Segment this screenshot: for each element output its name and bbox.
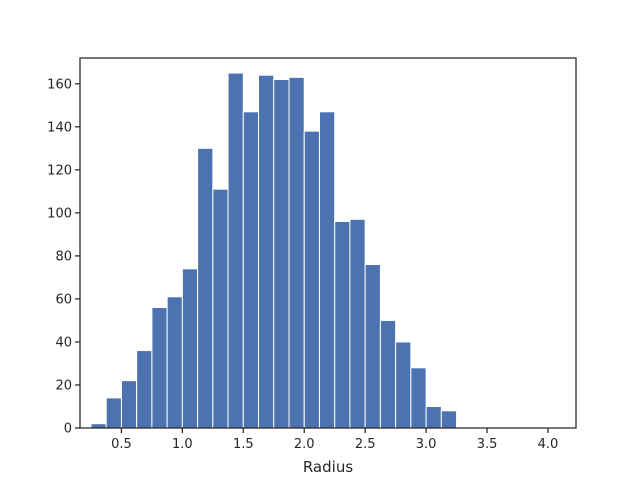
histogram-bar — [411, 368, 426, 428]
y-tick-label: 100 — [47, 206, 72, 221]
histogram-bar — [182, 269, 197, 428]
histogram-bar — [289, 77, 304, 428]
y-tick-label: 60 — [55, 292, 72, 307]
histogram-bar — [167, 297, 182, 428]
y-tick-label: 0 — [64, 422, 72, 437]
x-tick-label: 4.0 — [538, 437, 559, 452]
histogram-bar — [198, 148, 213, 428]
y-tick-label: 80 — [55, 249, 72, 264]
histogram-bar — [259, 75, 274, 428]
x-tick-label: 2.0 — [294, 437, 315, 452]
histogram-bar — [91, 424, 106, 428]
histogram-bar — [426, 406, 441, 428]
histogram-bar — [365, 265, 380, 428]
histogram-bar — [121, 381, 136, 428]
histogram-bar — [213, 189, 228, 428]
histogram-bar — [350, 219, 365, 428]
y-tick-label: 40 — [55, 335, 72, 350]
histogram-bar — [396, 342, 411, 428]
histogram-bar — [319, 112, 334, 428]
histogram-bar — [106, 398, 121, 428]
histogram-bar — [304, 131, 319, 428]
x-tick-label: 1.0 — [172, 437, 193, 452]
histogram-bar — [380, 320, 395, 428]
histogram-bar — [228, 73, 243, 428]
y-tick-label: 120 — [47, 163, 72, 178]
x-ticks-group: 0.5 1.0 1.5 2.0 2.5 3.0 3.5 4.0 — [111, 428, 558, 452]
x-tick-label: 3.5 — [477, 437, 498, 452]
y-ticks-group: 0 20 40 60 80 100 120 140 160 — [47, 77, 80, 436]
histogram-bar — [243, 112, 258, 428]
histogram-bar — [274, 80, 289, 428]
y-tick-label: 20 — [55, 378, 72, 393]
histogram-bar — [152, 308, 167, 428]
x-tick-label: 1.5 — [233, 437, 254, 452]
histogram-bar — [441, 411, 456, 428]
histogram-bar — [335, 221, 350, 428]
x-tick-label: 2.5 — [355, 437, 376, 452]
bars-group — [91, 73, 457, 428]
x-axis-label: Radius — [303, 458, 353, 476]
x-tick-label: 3.0 — [416, 437, 437, 452]
y-tick-label: 140 — [47, 120, 72, 135]
x-tick-label: 0.5 — [111, 437, 132, 452]
y-tick-label: 160 — [47, 77, 72, 92]
histogram-bar — [137, 351, 152, 428]
